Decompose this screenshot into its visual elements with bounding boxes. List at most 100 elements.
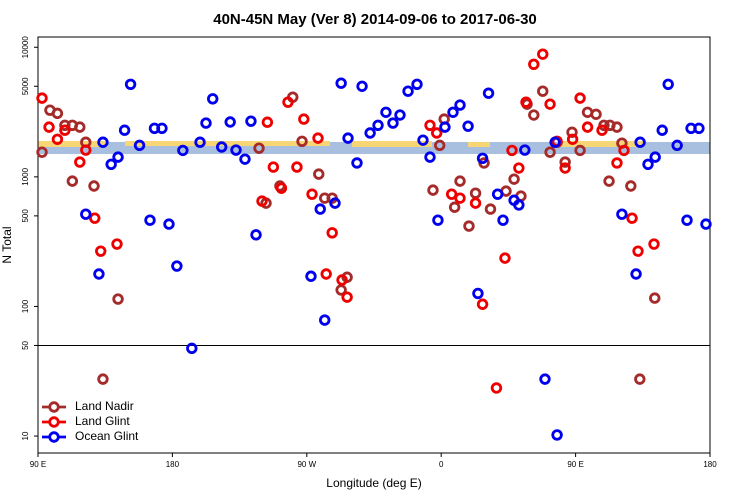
point xyxy=(544,98,556,110)
point xyxy=(634,136,646,148)
point xyxy=(626,212,638,224)
point xyxy=(454,99,466,111)
y-tick-label: 50 xyxy=(21,340,30,349)
point xyxy=(171,260,183,272)
point xyxy=(513,199,525,211)
point xyxy=(482,87,495,99)
point xyxy=(380,106,392,118)
point xyxy=(133,139,146,152)
point xyxy=(326,227,338,239)
legend-label: Ocean Glint xyxy=(75,429,139,443)
point xyxy=(625,180,637,192)
point xyxy=(124,78,137,90)
point xyxy=(662,78,674,90)
point xyxy=(275,182,288,194)
point xyxy=(463,220,475,232)
point xyxy=(95,245,107,257)
point xyxy=(537,85,549,97)
legend-label: Land Glint xyxy=(75,414,130,428)
point xyxy=(693,122,705,134)
x-tick-label: 90 E xyxy=(567,460,583,469)
x-tick-label: 0 xyxy=(439,460,444,469)
point xyxy=(329,197,341,209)
point xyxy=(603,175,615,187)
point xyxy=(508,173,520,185)
y-tick-label: 10000 xyxy=(21,36,30,59)
point xyxy=(424,151,436,163)
series xyxy=(36,85,661,385)
point xyxy=(462,120,474,132)
point xyxy=(611,157,623,169)
point xyxy=(528,109,540,121)
point xyxy=(484,203,497,215)
point xyxy=(112,293,124,305)
point xyxy=(80,144,92,156)
point xyxy=(224,116,236,128)
point xyxy=(447,106,459,118)
point xyxy=(497,214,509,226)
point xyxy=(649,151,661,163)
series xyxy=(80,77,712,441)
point xyxy=(245,115,257,127)
point xyxy=(111,238,123,250)
point xyxy=(424,119,436,131)
point xyxy=(59,124,71,136)
y-tick-label: 1000 xyxy=(21,167,30,185)
point xyxy=(581,121,594,133)
point xyxy=(97,373,109,385)
plot-frame xyxy=(37,36,711,454)
point xyxy=(215,141,228,153)
point xyxy=(253,142,265,154)
point xyxy=(312,132,324,144)
x-tick-label: 180 xyxy=(703,460,717,469)
point xyxy=(618,144,630,157)
point xyxy=(596,124,608,136)
point xyxy=(194,136,206,148)
point xyxy=(51,107,64,120)
point xyxy=(74,121,86,133)
x-axis-label: Longitude (deg E) xyxy=(326,476,421,490)
point xyxy=(89,212,101,224)
point xyxy=(616,208,628,220)
point xyxy=(544,146,556,158)
point xyxy=(454,175,466,187)
point xyxy=(319,314,331,326)
point xyxy=(200,117,212,129)
point xyxy=(306,188,318,200)
point xyxy=(97,136,109,148)
point xyxy=(549,136,561,148)
point xyxy=(700,218,712,230)
point xyxy=(336,274,348,286)
legend-marker xyxy=(48,416,60,428)
land-band xyxy=(38,141,643,147)
point xyxy=(239,153,251,165)
point xyxy=(559,162,571,174)
point xyxy=(230,144,242,156)
point xyxy=(291,161,303,173)
point xyxy=(648,238,660,250)
point xyxy=(491,188,504,200)
point xyxy=(74,156,86,168)
point xyxy=(112,151,124,163)
point xyxy=(520,96,532,108)
point xyxy=(513,162,525,174)
point xyxy=(411,78,423,90)
y-tick-label: 500 xyxy=(21,209,30,223)
point xyxy=(528,58,540,70)
point xyxy=(118,124,131,136)
point xyxy=(566,126,578,138)
point xyxy=(298,113,310,125)
point xyxy=(342,132,354,144)
point xyxy=(454,192,466,204)
y-tick-label: 5000 xyxy=(21,77,30,95)
point xyxy=(88,180,100,192)
point xyxy=(177,144,189,157)
point xyxy=(671,139,683,152)
point xyxy=(335,77,347,89)
point xyxy=(256,195,268,207)
point xyxy=(144,214,156,226)
point xyxy=(417,134,429,146)
legend-marker xyxy=(48,401,60,413)
x-tick-label: 180 xyxy=(166,460,180,469)
